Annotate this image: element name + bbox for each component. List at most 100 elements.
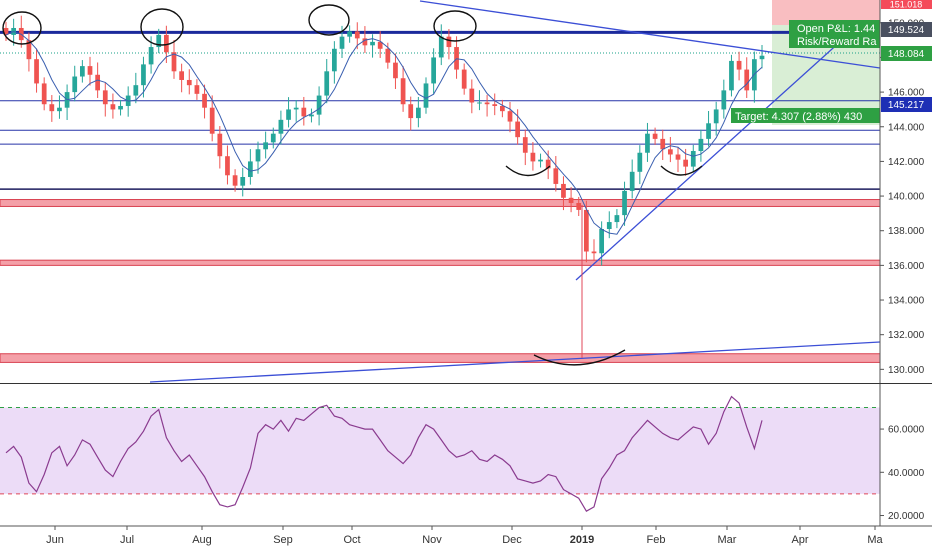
time-tick: Dec <box>502 526 522 546</box>
time-tick: Sep <box>273 526 293 546</box>
rsi-tick-label: 20.0000 <box>888 511 925 522</box>
candle <box>606 211 612 239</box>
candle <box>645 122 650 162</box>
candle <box>247 149 253 185</box>
top-circle-3 <box>308 4 350 36</box>
candle <box>102 82 108 117</box>
candle-body <box>385 48 391 63</box>
candle-body <box>729 60 734 91</box>
time-tick: 2019 <box>570 526 594 546</box>
candle <box>507 101 513 133</box>
candle <box>492 93 498 116</box>
rsi-tick: 20.0000 <box>880 511 925 522</box>
candle <box>415 96 421 128</box>
time-axis[interactable]: Jun Jul Aug Sep Oct Nov Dec 2019 Feb Mar Apr Ma <box>0 525 932 546</box>
candle-body <box>72 76 78 93</box>
time-tick: Apr <box>791 526 809 546</box>
candle-body <box>225 156 230 176</box>
candle <box>759 44 765 69</box>
candle <box>698 129 704 162</box>
last-price-tag <box>881 46 932 61</box>
candle-body <box>530 152 536 162</box>
open-pnl-box <box>789 20 880 48</box>
candle <box>736 51 742 81</box>
candle-body <box>606 222 612 229</box>
hand-drawn-markers <box>2 4 703 366</box>
candle-body <box>362 38 368 46</box>
candle-body <box>148 47 154 65</box>
time-tick: Aug <box>192 526 212 546</box>
time-tick: Mar <box>718 526 737 546</box>
candle <box>133 72 139 104</box>
candle <box>209 95 215 142</box>
rsi-axis-ticks: 20.0000 40.0000 60.0000 <box>880 425 925 522</box>
support-zone-2 <box>0 259 880 266</box>
candle <box>72 65 78 102</box>
candle-body <box>133 85 139 96</box>
candle-body <box>331 48 337 72</box>
stop-price-tag <box>881 0 932 9</box>
candle-body <box>57 107 62 112</box>
candle <box>469 79 475 114</box>
candle-body <box>545 159 551 169</box>
price-tick: 146.000 <box>880 88 925 99</box>
candle <box>240 167 246 197</box>
candle <box>461 63 467 95</box>
candle <box>667 136 673 163</box>
candle-body <box>652 133 658 139</box>
candle <box>362 26 368 53</box>
candle <box>446 29 452 60</box>
candlestick-series <box>3 15 765 266</box>
candle-body <box>217 133 223 157</box>
candle <box>316 86 322 126</box>
candle <box>347 25 353 43</box>
price-axis[interactable]: 130.000 132.000 134.000 136.000 138.000 140.0… <box>879 0 932 383</box>
time-tick-label: Feb <box>647 534 666 546</box>
candle <box>744 57 750 98</box>
time-tick-label: Jun <box>46 534 64 546</box>
candle-body <box>759 55 765 60</box>
price-pane[interactable]: Open P&L: 1.44 Risk/Reward Ra Target: 4.… <box>0 0 880 383</box>
candle-body <box>683 159 689 167</box>
candle-body <box>301 107 307 117</box>
rsi-tick: 60.0000 <box>880 425 925 436</box>
candle <box>377 31 383 58</box>
rsi-band <box>0 407 880 494</box>
rsi-line <box>5 395 763 513</box>
candle-body <box>79 66 85 77</box>
time-tick: Jul <box>120 526 134 546</box>
price-tick: 144.000 <box>880 122 925 133</box>
candle-body <box>522 137 528 153</box>
candle-body <box>163 34 169 53</box>
candle <box>568 187 574 213</box>
candle <box>637 145 643 185</box>
support-zone-3 <box>0 353 880 363</box>
rsi-axis[interactable]: 20.0000 40.0000 60.0000 <box>879 384 925 526</box>
candle-body <box>87 66 93 75</box>
candle <box>583 200 589 263</box>
candle-body <box>469 88 475 103</box>
candle-body <box>278 119 284 134</box>
candle-body <box>415 107 421 119</box>
candle-body <box>179 71 185 80</box>
stop-price-tag-label: 151.018 <box>890 0 923 10</box>
candle-body <box>347 31 353 37</box>
candle-body <box>736 60 742 70</box>
price-axis-ticks: 130.000 132.000 134.000 136.000 138.000 140.0… <box>880 18 925 376</box>
candle-body <box>194 85 200 94</box>
time-tick-label: Apr <box>791 534 808 546</box>
cup-curve-2 <box>660 165 703 176</box>
candle <box>614 209 620 229</box>
candle-body <box>484 102 490 105</box>
position-tool[interactable]: Open P&L: 1.44 Risk/Reward Ra Target: 4.… <box>731 20 880 123</box>
candle-body <box>629 171 635 191</box>
price-tick-label: 146.000 <box>888 88 925 99</box>
candle <box>34 48 39 93</box>
rsi-pane[interactable] <box>0 395 880 513</box>
candle <box>530 142 536 171</box>
candle-body <box>675 154 681 160</box>
candle <box>675 146 681 172</box>
candle-body <box>286 109 291 120</box>
support-zone-1 <box>0 199 880 207</box>
